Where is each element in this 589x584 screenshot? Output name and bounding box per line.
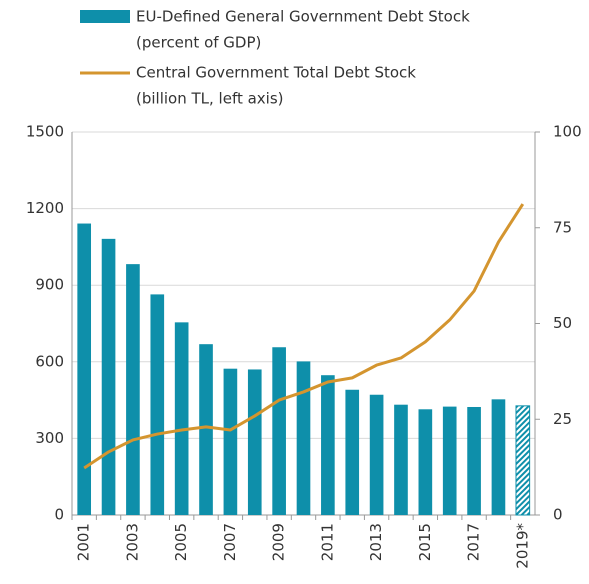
y2-tick-label: 50 bbox=[553, 314, 572, 332]
bar bbox=[77, 223, 92, 516]
y-tick-label: 600 bbox=[35, 352, 64, 370]
x-tick-label: 2001 bbox=[75, 523, 93, 561]
legend-label: EU-Defined General Government Debt Stock bbox=[136, 8, 470, 26]
bar bbox=[101, 238, 116, 515]
legend-label: Central Government Total Debt Stock bbox=[136, 64, 416, 82]
y2-tick-label: 0 bbox=[553, 506, 563, 524]
bar bbox=[126, 264, 140, 515]
bar bbox=[296, 361, 311, 515]
y2-tick-label: 75 bbox=[553, 218, 572, 236]
legend-label: (percent of GDP) bbox=[136, 34, 261, 52]
bar bbox=[272, 347, 286, 515]
bar bbox=[442, 406, 457, 515]
x-tick-label: 2007 bbox=[221, 523, 239, 561]
y2-tick-label: 100 bbox=[553, 123, 582, 141]
legend-swatch-bar bbox=[80, 10, 130, 23]
bar bbox=[418, 409, 433, 515]
y-tick-label: 0 bbox=[54, 506, 64, 524]
bar bbox=[369, 394, 384, 515]
y-tick-label: 1200 bbox=[26, 199, 64, 217]
y2-tick-label: 25 bbox=[553, 410, 572, 428]
line bbox=[83, 203, 525, 470]
x-tick-label: 2005 bbox=[172, 523, 190, 561]
legend-label: (billion TL, left axis) bbox=[136, 90, 284, 108]
x-tick-label: 2019* bbox=[513, 523, 531, 569]
x-tick-label: 2011 bbox=[318, 523, 336, 561]
bar bbox=[247, 369, 262, 515]
y-tick-label: 1500 bbox=[26, 123, 64, 141]
y-tick-label: 300 bbox=[35, 429, 64, 447]
bar bbox=[515, 405, 531, 516]
x-tick-label: 2009 bbox=[270, 523, 288, 561]
x-tick-label: 2013 bbox=[367, 523, 385, 561]
bar bbox=[174, 322, 189, 515]
bar bbox=[223, 368, 238, 515]
x-tick-label: 2003 bbox=[123, 523, 141, 561]
bar bbox=[321, 375, 335, 515]
y-tick-label: 900 bbox=[35, 276, 64, 294]
bar bbox=[467, 406, 481, 515]
x-tick-label: 2015 bbox=[416, 523, 434, 561]
bar bbox=[491, 399, 506, 515]
x-tick-label: 2017 bbox=[465, 523, 483, 561]
bar bbox=[199, 344, 213, 515]
bar bbox=[150, 294, 165, 515]
bar bbox=[345, 389, 360, 515]
bar bbox=[394, 404, 408, 515]
